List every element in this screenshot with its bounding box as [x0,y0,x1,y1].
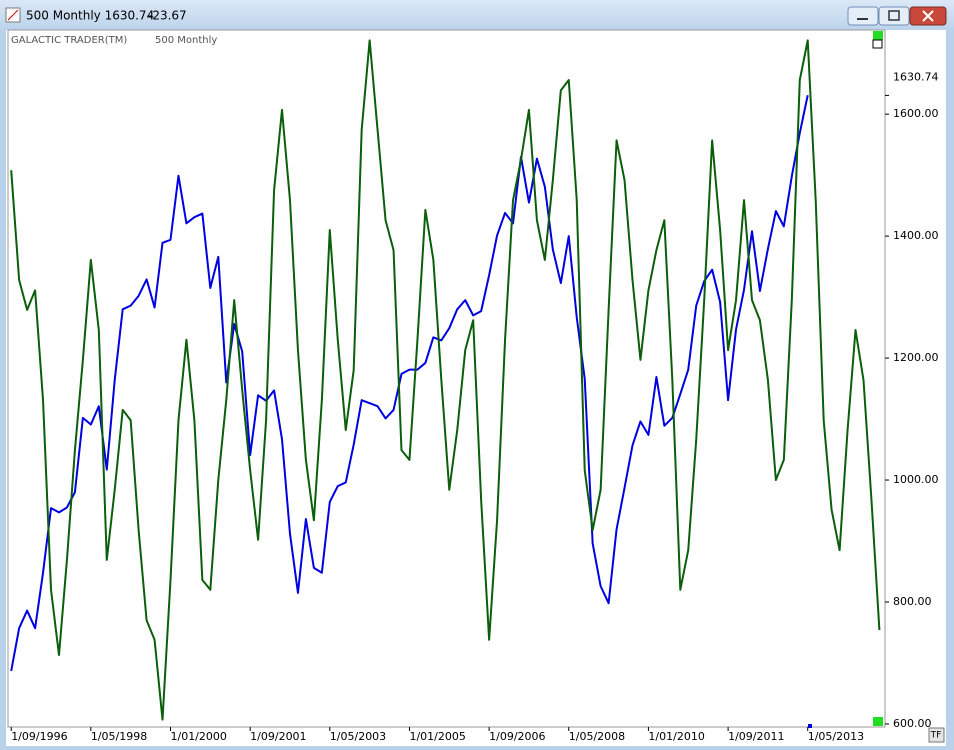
x-tick-label: 1/05/2013 [808,730,864,743]
window-title: 500 Monthly 1630.74 [26,9,154,23]
chart-subtitle: 500 Monthly [155,35,217,46]
chart-header: GALACTIC TRADER(TM) [11,35,127,46]
x-tick-label: 1/05/1998 [91,730,147,743]
tf-label: TF [930,731,942,741]
maximize-icon [888,10,900,21]
y-tick-label: 800.00 [893,595,932,608]
last-value-label: 1630.74 [893,70,939,83]
y-tick-label: 1200.00 [893,351,939,364]
y-tick-label: 1400.00 [893,229,939,242]
series-line [10,95,809,672]
options-box[interactable] [872,39,883,49]
y-tick-label: 600.00 [893,717,932,730]
close-icon [922,10,934,22]
x-tick-label: 1/01/2010 [648,730,704,743]
x-tick-label: 1/01/2000 [170,730,226,743]
plot-area [7,29,886,728]
x-tick-label: 1/09/1996 [11,730,67,743]
app-icon-line [7,9,19,21]
x-tick-label: 1/09/2006 [489,730,545,743]
status-box [873,31,883,40]
title-bar [0,0,954,30]
y-tick-label: 1000.00 [893,473,939,486]
plot: 600.00 800.00 1000.00 1200.00 1400.00 1600.00… [10,39,939,743]
minimize-button[interactable] [847,6,879,26]
series-line [10,39,881,721]
status-box-bottom [873,717,883,726]
x-tick-label: 1/09/2001 [250,730,306,743]
y-tick-label: 1600.00 [893,107,939,120]
x-tick-label: 1/09/2011 [728,730,784,743]
maximize-button[interactable] [878,6,910,26]
x-tick-label: 1/05/2008 [569,730,625,743]
tf-button[interactable] [928,727,945,743]
marker [808,724,812,728]
x-tick-label: 1/05/2003 [330,730,386,743]
x-tick-label: 1/01/2005 [409,730,465,743]
window-change: -23.67 [148,9,187,23]
